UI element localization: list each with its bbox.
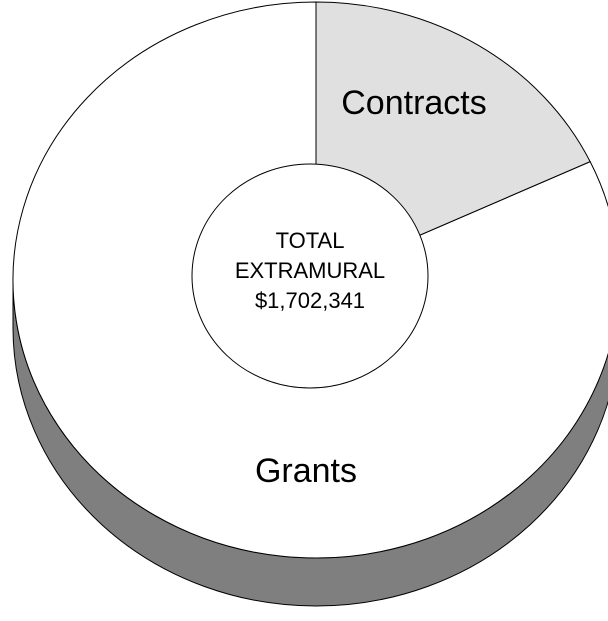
center-label-line3: $1,702,341 <box>255 288 365 313</box>
slice-label-contracts: Contracts <box>341 84 487 122</box>
center-hole <box>191 163 429 389</box>
slice-label-grants: Grants <box>255 452 357 490</box>
center-label-line1: TOTAL <box>276 228 345 253</box>
center-label-line2: EXTRAMURAL <box>235 258 385 283</box>
